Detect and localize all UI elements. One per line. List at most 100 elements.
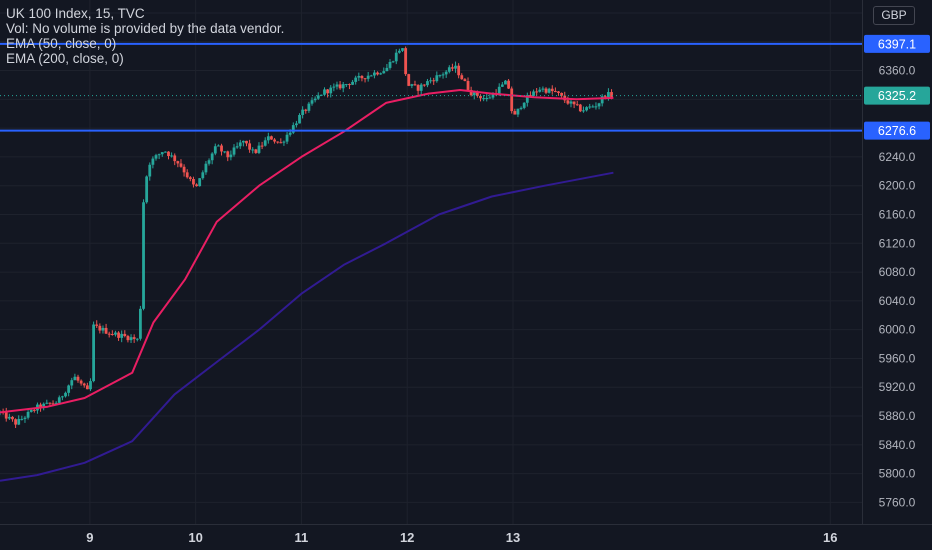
candle-up <box>419 84 423 91</box>
y-tick-label: 6200.0 <box>879 179 916 193</box>
ema50-layer <box>0 89 614 414</box>
candle-down <box>550 88 554 92</box>
candle-up <box>316 95 320 99</box>
candle-down <box>254 149 258 153</box>
candle-up <box>129 337 133 341</box>
y-tick-label: 6080.0 <box>879 265 916 279</box>
candle-up <box>163 151 167 153</box>
candle-up <box>120 333 124 338</box>
ema200-legend[interactable]: EMA (200, close, 0) <box>6 51 124 66</box>
x-tick-label: 13 <box>506 530 520 545</box>
candle-up <box>285 134 289 142</box>
candle-down <box>513 111 517 115</box>
candle-down <box>376 72 379 75</box>
candle-up <box>594 106 598 108</box>
candle-down <box>4 411 8 419</box>
candle-up <box>541 88 545 90</box>
y-tick-label: 5880.0 <box>879 409 916 423</box>
candle-up <box>154 155 158 159</box>
candle-up <box>232 147 236 155</box>
ema50-legend[interactable]: EMA (50, close, 0) <box>6 36 117 51</box>
candle-down <box>273 139 276 142</box>
candle-up <box>114 332 117 335</box>
candle-up <box>504 80 507 85</box>
candle-up <box>298 114 301 124</box>
y-tick-label: 5800.0 <box>879 467 916 481</box>
candle-down <box>179 163 183 167</box>
candle-down <box>176 161 180 164</box>
volume-note: Vol: No volume is provided by the data v… <box>6 21 285 36</box>
candle-up <box>139 308 142 339</box>
candle-up <box>435 75 439 82</box>
candle-down <box>479 95 482 99</box>
candle-up <box>369 75 373 77</box>
candle-up <box>282 141 286 143</box>
candle-up <box>441 74 445 76</box>
symbol-title[interactable]: UK 100 Index, 15, TVC <box>6 6 145 21</box>
candle-up <box>145 176 149 203</box>
candle-up <box>447 67 451 72</box>
last-price-label: 6325.2 <box>878 89 916 103</box>
candle-up <box>569 101 573 104</box>
levels-layer <box>0 42 862 132</box>
y-tick-label: 5920.0 <box>879 380 916 394</box>
candle-down <box>557 91 560 93</box>
candle-up <box>582 110 585 112</box>
candle-up <box>54 402 58 404</box>
candle-up <box>291 125 295 133</box>
candle-up <box>329 87 333 94</box>
candle-up <box>373 72 376 76</box>
candle-up <box>319 94 323 96</box>
candle-up <box>438 75 442 77</box>
y-tick-label: 6160.0 <box>879 207 916 221</box>
candle-down <box>422 84 426 86</box>
candle-down <box>553 91 557 93</box>
candle-down <box>220 145 223 152</box>
y-tick-label: 6360.0 <box>879 64 916 78</box>
candle-up <box>366 75 370 79</box>
y-tick-label: 5760.0 <box>879 495 916 509</box>
candle-up <box>241 140 245 143</box>
candle-down <box>413 84 417 86</box>
candle-up <box>266 136 270 141</box>
candle-down <box>572 101 576 105</box>
candle-down <box>48 402 52 404</box>
x-tick-label: 12 <box>400 530 414 545</box>
candle-up <box>591 106 595 108</box>
candle-down <box>98 325 102 331</box>
candle-up <box>344 84 348 86</box>
candle-down <box>304 109 308 111</box>
ema200-layer <box>0 171 614 482</box>
y-tick-label: 6240.0 <box>879 150 916 164</box>
candle-up <box>482 98 486 100</box>
candle-up <box>516 108 520 115</box>
candle-up <box>251 149 255 151</box>
chart-legend: UK 100 Index, 15, TVC Vol: No volume is … <box>6 6 284 66</box>
candle-down <box>182 166 186 173</box>
candle-up <box>257 145 261 153</box>
candle-up <box>207 160 211 164</box>
candle-down <box>363 78 367 80</box>
candle-up <box>229 154 233 158</box>
candle-up <box>238 142 242 147</box>
level-price-label: 6397.1 <box>878 37 916 51</box>
candle-down <box>575 104 579 106</box>
candle-up <box>382 71 386 74</box>
candle-down <box>14 419 18 425</box>
x-tick-label: 16 <box>823 530 837 545</box>
level-price-tag <box>864 34 930 53</box>
candle-down <box>226 151 230 158</box>
candle-up <box>426 81 429 86</box>
candle-up <box>135 338 139 340</box>
y-tick-label: 5960.0 <box>879 351 916 365</box>
candle-up <box>385 67 389 72</box>
currency-button[interactable]: GBP <box>873 6 915 25</box>
candle-down <box>32 409 36 411</box>
level-price-label: 6276.6 <box>878 124 916 138</box>
candle-down <box>173 155 177 162</box>
x-tick-label: 11 <box>295 530 309 545</box>
candle-down <box>466 81 470 90</box>
